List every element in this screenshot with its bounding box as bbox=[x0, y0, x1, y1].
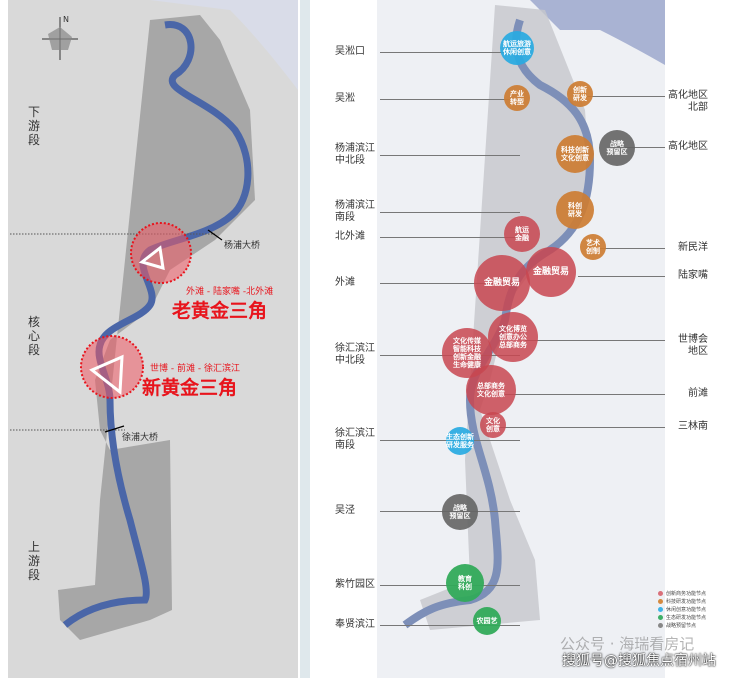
legend-dot-icon bbox=[658, 599, 663, 604]
left-place-label: 吴淞口 bbox=[335, 46, 365, 57]
right-map-panel: 吴淞口吴淞杨浦滨江 中北段 杨浦滨江 南段北外滩外滩徐汇滨江 中北段 徐汇滨江 南段… bbox=[300, 0, 740, 678]
new-triangle-subtitle: 世博 - 前滩 - 徐汇滨江 bbox=[150, 364, 240, 374]
function-node[interactable]: 农园艺 bbox=[473, 607, 501, 635]
function-node[interactable]: 文化 创意 bbox=[480, 412, 506, 438]
function-node[interactable]: 科创 研发 bbox=[556, 191, 594, 229]
new-triangle-circle bbox=[80, 335, 144, 399]
bridge-yangpu: 杨浦大桥 bbox=[224, 241, 261, 251]
segment-upstream: 上游段 bbox=[27, 540, 40, 582]
function-node[interactable]: 产业 转型 bbox=[504, 85, 530, 111]
leader-line bbox=[380, 283, 520, 284]
function-node[interactable]: 金融贸易 bbox=[526, 247, 576, 297]
leader-line bbox=[600, 248, 665, 249]
legend-item: 创新商务功能节点 bbox=[658, 590, 706, 597]
legend-dot-icon bbox=[658, 607, 663, 612]
right-place-label: 陆家嘴 bbox=[678, 270, 708, 281]
right-place-label: 三林南 bbox=[678, 421, 708, 432]
leader-line bbox=[625, 147, 665, 148]
leader-line bbox=[380, 155, 520, 156]
leader-line bbox=[525, 340, 665, 341]
legend-label: 休闲创意功能节点 bbox=[666, 607, 707, 613]
new-triangle-icon bbox=[89, 354, 124, 395]
bridge-xupu: 徐浦大桥 bbox=[122, 433, 159, 443]
left-place-label: 徐汇滨江 南段 bbox=[335, 428, 375, 451]
legend-label: 创新商务功能节点 bbox=[666, 591, 707, 597]
leader-line bbox=[497, 427, 665, 428]
leader-line bbox=[380, 625, 520, 626]
function-node[interactable]: 总部商务 文化创意 bbox=[466, 365, 516, 415]
function-node[interactable]: 战略 预留区 bbox=[442, 494, 478, 530]
segment-core: 核心段 bbox=[27, 315, 40, 357]
legend-label: 战略预留节点 bbox=[666, 623, 697, 629]
left-place-label: 杨浦滨江 中北段 bbox=[335, 143, 375, 166]
leader-line bbox=[505, 394, 665, 395]
function-node[interactable]: 航运 金融 bbox=[504, 216, 540, 252]
function-node[interactable]: 艺术 创制 bbox=[580, 234, 606, 260]
leader-line bbox=[380, 52, 520, 53]
left-place-label: 徐汇滨江 中北段 bbox=[335, 343, 375, 366]
function-node[interactable]: 教育 科创 bbox=[446, 564, 484, 602]
leader-line bbox=[380, 237, 520, 238]
function-node[interactable]: 科技创新 文化创意 bbox=[556, 135, 594, 173]
left-place-label: 北外滩 bbox=[335, 231, 365, 242]
legend-item: 生态研发功能节点 bbox=[658, 614, 706, 621]
right-place-label: 世博会 地区 bbox=[678, 334, 708, 357]
watermark-sohu: 搜狐号@搜狐焦点宿州站 bbox=[562, 653, 716, 669]
legend-dot-icon bbox=[658, 615, 663, 620]
function-node[interactable]: 金融贸易 bbox=[474, 255, 530, 311]
old-triangle-title: 老黄金三角 bbox=[172, 300, 268, 322]
legend-dot-icon bbox=[658, 591, 663, 596]
leader-line bbox=[578, 276, 665, 277]
legend-label: 科技研发功能节点 bbox=[666, 599, 707, 605]
right-place-label: 高化地区 bbox=[668, 141, 708, 152]
leader-line bbox=[380, 99, 520, 100]
legend-label: 生态研发功能节点 bbox=[666, 615, 707, 621]
legend-item: 科技研发功能节点 bbox=[658, 598, 706, 605]
function-node[interactable]: 文化博览 创意办公 总部商务 bbox=[488, 312, 538, 362]
leader-line bbox=[380, 212, 520, 213]
old-triangle-icon bbox=[138, 245, 165, 271]
right-place-label: 高化地区 北部 bbox=[668, 90, 708, 113]
legend-item: 战略预留节点 bbox=[658, 622, 696, 629]
watermark-wechat: 公众号 · 海瑞看房记 bbox=[560, 635, 695, 653]
new-triangle-title: 新黄金三角 bbox=[142, 377, 238, 399]
function-node[interactable]: 战略 预留区 bbox=[599, 130, 635, 166]
old-triangle-subtitle: 外滩 - 陆家嘴 -北外滩 bbox=[186, 287, 274, 297]
left-place-label: 外滩 bbox=[335, 277, 355, 288]
left-place-label: 杨浦滨江 南段 bbox=[335, 200, 375, 223]
legend-item: 休闲创意功能节点 bbox=[658, 606, 706, 613]
left-place-label: 奉贤滨江 bbox=[335, 619, 375, 630]
leader-line bbox=[585, 96, 665, 97]
left-map-panel: N 下游段 核心段 上游段 杨浦大桥 徐浦大桥 外滩 - 陆家嘴 -北外滩 老黄… bbox=[0, 0, 300, 678]
left-place-label: 紫竹园区 bbox=[335, 579, 375, 590]
function-node[interactable]: 航运旅游 休闲创意 bbox=[500, 31, 534, 65]
function-node[interactable]: 文化传媒 智能科技 创新金融 生命健康 bbox=[442, 328, 492, 378]
right-place-label: 前滩 bbox=[688, 388, 708, 399]
right-place-label: 新民洋 bbox=[678, 242, 708, 253]
function-node[interactable]: 生态创新 研发服务 bbox=[446, 427, 474, 455]
segment-downstream: 下游段 bbox=[27, 105, 40, 147]
function-node[interactable]: 创新 研发 bbox=[567, 81, 593, 107]
compass-rose-icon bbox=[42, 17, 78, 60]
legend-dot-icon bbox=[658, 623, 663, 628]
left-place-label: 吴淞 bbox=[335, 93, 355, 104]
compass-north-label: N bbox=[63, 15, 69, 24]
left-map-drawing bbox=[8, 0, 298, 678]
left-place-label: 吴泾 bbox=[335, 505, 355, 516]
